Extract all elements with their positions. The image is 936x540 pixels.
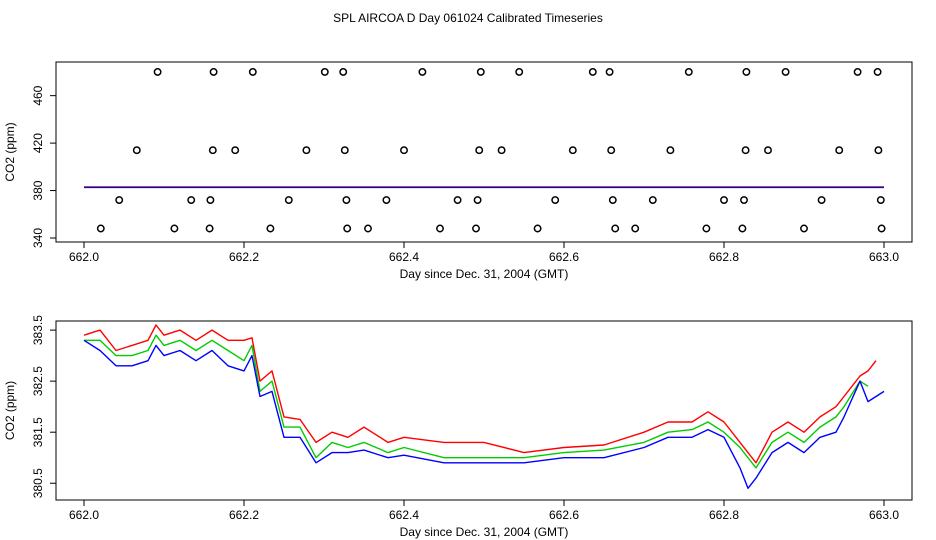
data-point [382,196,391,204]
x-tick-label: 662.6 [549,250,579,264]
data-point [472,224,480,233]
data-point [648,196,657,204]
y-tick-label: 383.5 [31,315,45,345]
x-tick-label: 663.0 [869,250,899,264]
data-point [607,146,616,155]
data-point [684,67,693,76]
data-point [631,224,640,233]
data-point [170,224,179,233]
data-point [874,146,883,155]
x-tick-label: 662.6 [549,508,579,522]
x-tick-label: 662.4 [389,508,419,522]
data-point [231,146,240,155]
data-point [302,146,311,155]
data-point [475,146,484,155]
x-tick-label: 662.8 [709,508,739,522]
data-point [835,146,844,155]
data-point [248,67,257,76]
bottom-panel-timeseries: 662.0 662.2 662.4 662.6 662.8 663.0 Day since … [3,315,913,539]
data-point [877,224,886,233]
x-tick-label: 662.2 [229,508,259,522]
data-point [702,224,711,233]
y-tick-label: 381.5 [31,417,45,447]
data-point [266,224,275,233]
x-axis-label: Day since Dec. 31, 2004 (GMT) [400,525,569,539]
data-point [611,224,620,233]
data-point [436,224,444,233]
data-point [205,224,214,233]
x-tick-label: 662.0 [69,250,99,264]
data-point [608,196,617,204]
y-tick-label: 340 [31,228,45,248]
data-point [568,146,577,155]
data-point [153,67,162,76]
data-point [339,67,348,76]
data-point [208,146,217,155]
x-tick-label: 662.4 [389,250,419,264]
data-point [738,224,747,233]
y-tick-label: 380 [31,180,45,200]
x-axis-label: Day since Dec. 31, 2004 (GMT) [400,267,569,281]
data-point [132,146,141,155]
data-point [497,146,506,155]
data-point [817,196,826,204]
plot-frame [55,320,913,501]
y-tick-label: 382.5 [31,366,45,396]
data-point [187,196,196,204]
data-point [453,196,462,204]
top-panel-scatter: 662.0 662.2 662.4 662.6 662.8 663.0 Day since … [3,61,913,281]
y-tick-label: 420 [31,133,45,153]
data-point [473,196,482,204]
y-tick-label: 460 [31,85,45,105]
data-point [115,196,124,204]
data-point [764,146,772,155]
data-point [800,224,808,233]
data-point [340,146,349,155]
data-point [96,224,105,233]
data-point [720,196,728,204]
data-point [742,67,751,76]
y-tick-label: 380.5 [31,468,45,498]
series-line-red [83,324,877,464]
data-point [418,67,427,76]
data-point [740,196,748,204]
data-point [551,196,560,204]
data-point [873,67,882,76]
data-point [284,196,293,204]
data-point [605,67,614,76]
data-point [364,224,372,233]
data-point [400,146,408,155]
data-point [320,67,329,76]
figure-title: SPL AIRCOA D Day 061024 Calibrated Times… [333,11,603,25]
data-point [666,146,675,155]
data-point [741,146,750,155]
plot-frame [55,61,913,243]
data-point [515,67,524,76]
data-point [853,67,862,76]
data-point [588,67,597,76]
y-axis-label: CO2 (ppm) [3,381,17,440]
data-point [343,224,352,233]
x-tick-label: 662.8 [709,250,739,264]
x-tick-label: 662.2 [229,250,259,264]
data-point [781,67,790,76]
data-point [876,196,885,204]
data-point [206,196,215,204]
x-tick-label: 662.0 [69,508,99,522]
data-point [476,67,485,76]
y-axis-label: CO2 (ppm) [3,122,17,181]
data-point [342,196,351,204]
series-line-green [84,334,869,469]
series-line-blue [83,339,885,489]
data-point [533,224,542,233]
data-point [209,67,218,76]
x-tick-label: 663.0 [869,508,899,522]
